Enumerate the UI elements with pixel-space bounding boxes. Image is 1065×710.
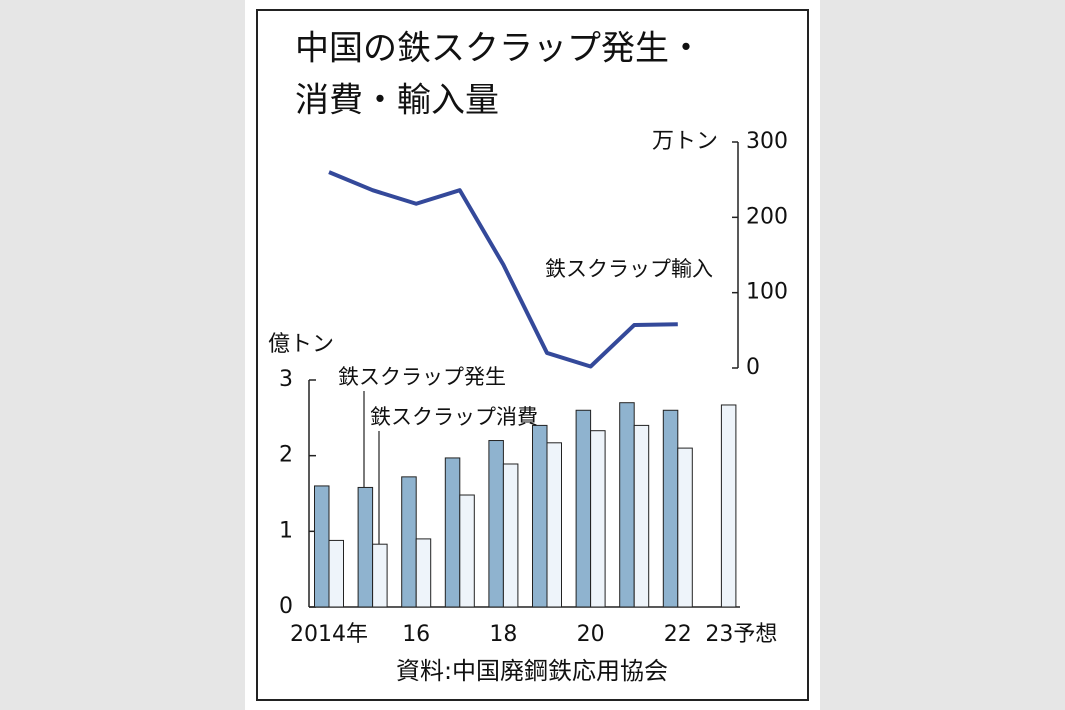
y2-tick-label: 200 — [746, 204, 788, 229]
bar — [590, 430, 606, 608]
bar — [314, 485, 330, 608]
y2-axis-label: 万トン — [652, 129, 718, 154]
y-axis-label: 億トン — [268, 332, 334, 357]
bar — [546, 442, 562, 608]
y2-tick-label: 0 — [746, 355, 760, 380]
y2-tick-label: 100 — [746, 280, 788, 305]
y-tick-label: 3 — [279, 367, 293, 392]
bar — [459, 494, 475, 608]
x-tick-label: 18 — [489, 622, 517, 647]
bar — [532, 424, 548, 608]
frame — [256, 9, 809, 701]
bar — [677, 447, 693, 608]
y-tick-label: 0 — [279, 594, 293, 619]
source: 資料:中国廃鋼鉄応用協会 — [396, 657, 668, 685]
chart-title: 中国の鉄スクラップ発生・ — [295, 29, 703, 69]
bar — [357, 486, 374, 608]
x-tick-label: 16 — [402, 622, 430, 647]
x-tick-label: 22 — [664, 622, 692, 647]
x-tick-label: 23予想 — [705, 622, 777, 647]
bar — [488, 440, 504, 608]
series-label: 鉄スクラップ消費 — [370, 405, 538, 429]
bar — [619, 402, 635, 608]
bar — [502, 463, 519, 608]
x-tick-label: 20 — [577, 622, 605, 647]
series-label: 鉄スクラップ輸入 — [545, 257, 713, 281]
y-tick-label: 1 — [279, 518, 293, 543]
bar — [575, 409, 592, 608]
line — [328, 170, 678, 369]
bar — [633, 424, 650, 608]
bar — [415, 538, 432, 608]
y2-tick-label: 300 — [746, 129, 788, 154]
bar — [720, 404, 737, 608]
bar — [444, 457, 461, 608]
series-label: 鉄スクラップ発生 — [338, 365, 506, 389]
bar — [372, 543, 388, 608]
bar — [401, 476, 417, 608]
chart-title: 消費・輸入量 — [295, 81, 499, 121]
bar — [328, 539, 344, 608]
bar — [662, 409, 679, 608]
x-tick-label: 2014年 — [290, 622, 368, 647]
y-tick-label: 2 — [279, 443, 293, 468]
